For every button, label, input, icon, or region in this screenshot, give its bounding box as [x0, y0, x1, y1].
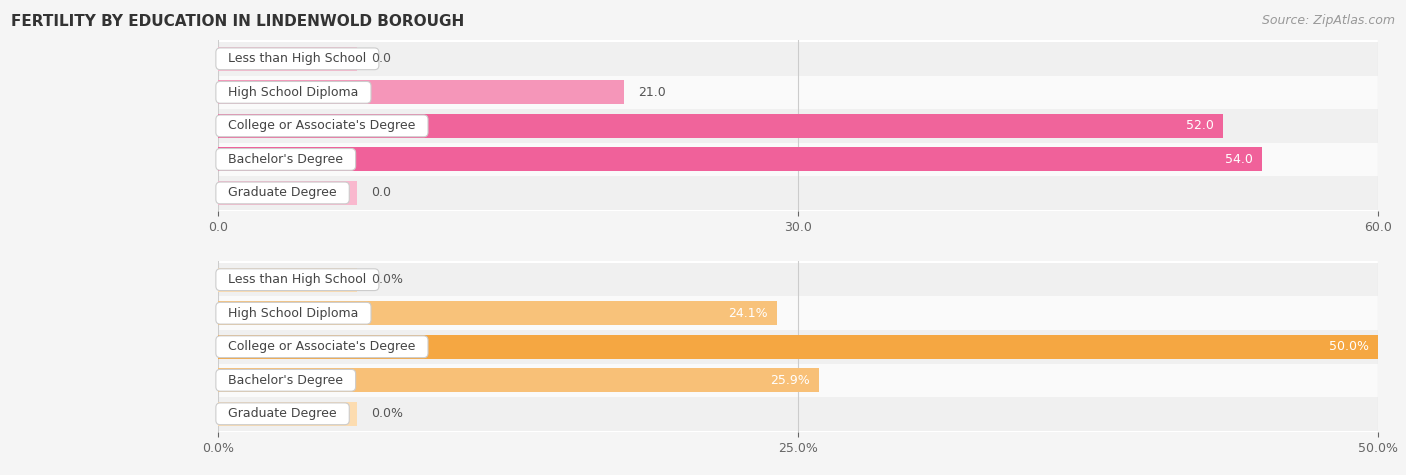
Text: Bachelor's Degree: Bachelor's Degree: [221, 374, 352, 387]
Text: 0.0: 0.0: [371, 186, 391, 200]
Text: High School Diploma: High School Diploma: [221, 307, 367, 320]
Text: College or Associate's Degree: College or Associate's Degree: [221, 119, 423, 133]
Text: 21.0: 21.0: [638, 86, 665, 99]
Text: 0.0%: 0.0%: [371, 273, 404, 286]
Text: Bachelor's Degree: Bachelor's Degree: [221, 153, 352, 166]
Text: 50.0%: 50.0%: [1329, 340, 1368, 353]
Bar: [218, 402, 357, 426]
Text: Less than High School: Less than High School: [221, 52, 374, 66]
Bar: [218, 176, 1378, 209]
Text: High School Diploma: High School Diploma: [221, 86, 367, 99]
Bar: [218, 181, 357, 205]
Bar: [218, 109, 1378, 142]
Text: FERTILITY BY EDUCATION IN LINDENWOLD BOROUGH: FERTILITY BY EDUCATION IN LINDENWOLD BOR…: [11, 14, 464, 29]
Text: 52.0: 52.0: [1187, 119, 1213, 133]
Bar: [218, 42, 1378, 76]
Bar: [218, 368, 818, 392]
Bar: [218, 301, 778, 325]
Bar: [218, 147, 1261, 171]
Bar: [218, 76, 1378, 109]
Bar: [218, 397, 1378, 430]
Bar: [218, 335, 1378, 359]
Bar: [218, 330, 1378, 363]
Text: Source: ZipAtlas.com: Source: ZipAtlas.com: [1261, 14, 1395, 27]
Bar: [218, 114, 1223, 138]
Text: 54.0: 54.0: [1225, 153, 1253, 166]
Bar: [218, 263, 1378, 296]
Text: College or Associate's Degree: College or Associate's Degree: [221, 340, 423, 353]
Bar: [218, 142, 1378, 176]
Text: Less than High School: Less than High School: [221, 273, 374, 286]
Bar: [218, 80, 624, 104]
Bar: [218, 47, 357, 71]
Bar: [218, 267, 357, 292]
Text: Graduate Degree: Graduate Degree: [221, 407, 344, 420]
Text: Graduate Degree: Graduate Degree: [221, 186, 344, 200]
Text: 0.0%: 0.0%: [371, 407, 404, 420]
Text: 24.1%: 24.1%: [728, 307, 768, 320]
Text: 25.9%: 25.9%: [769, 374, 810, 387]
Bar: [218, 296, 1378, 330]
Bar: [218, 363, 1378, 397]
Text: 0.0: 0.0: [371, 52, 391, 66]
